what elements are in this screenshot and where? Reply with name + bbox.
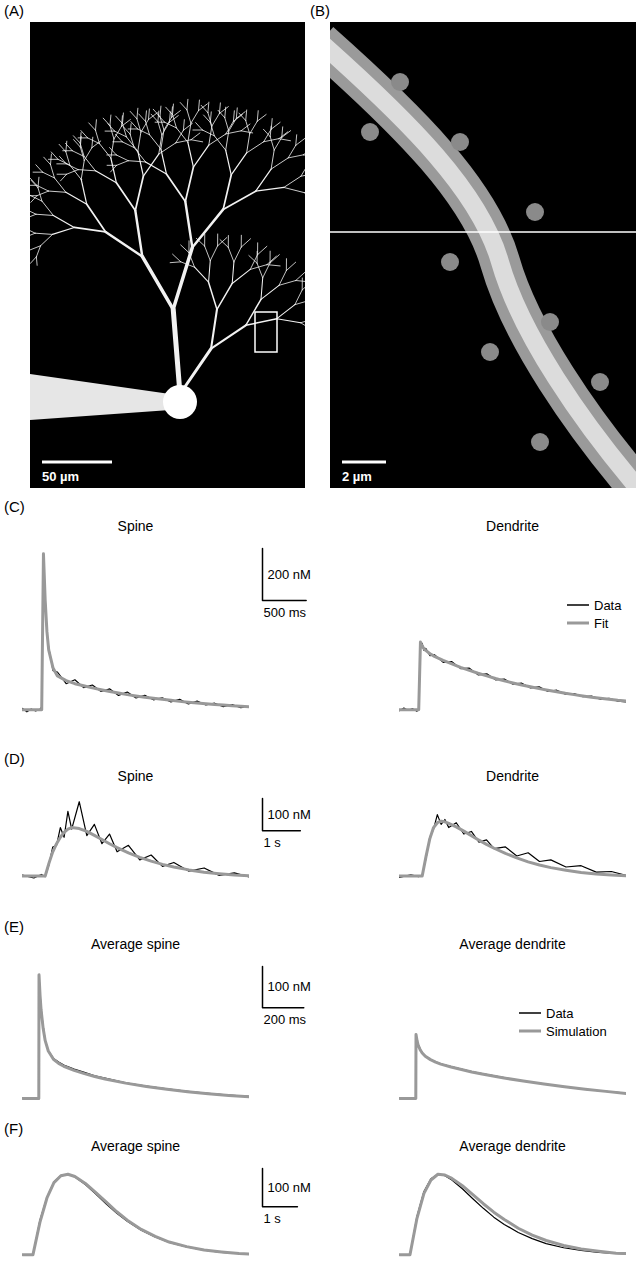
svg-text:100 nM: 100 nM [268,807,311,822]
svg-text:200 ms: 200 ms [264,1012,307,1027]
html-text:Average spine: Average spine [90,936,181,952]
svg-text:200 nM: 200 nM [268,567,311,582]
html-text:(E): (E) [4,918,24,935]
html-text:Simulation: Simulation [546,1023,607,1039]
html-text:Dendrite: Dendrite [486,768,539,784]
html-text:(A): (A) [4,2,24,19]
svg-text:1 s: 1 s [264,1211,282,1226]
svg-text:100 nM: 100 nM [268,979,311,994]
svg-text:2 µm: 2 µm [342,469,372,484]
svg-text:50 µm: 50 µm [42,469,79,484]
html-text:Dendrite: Dendrite [486,518,539,534]
html-text:Spine: Spine [117,768,154,784]
html-text:(C): (C) [4,498,25,515]
html-text:(D): (D) [4,750,25,767]
html-text:Data: Data [546,1005,574,1021]
html-text:Average spine: Average spine [90,1138,181,1154]
svg-text:1 s: 1 s [264,835,282,850]
html-text:(F): (F) [4,1120,24,1137]
html-text:Data: Data [594,597,622,613]
html-text:(B): (B) [310,2,330,19]
svg-text:100 nM: 100 nM [268,1180,311,1195]
html-text:Spine: Spine [117,518,154,534]
html-text:Average dendrite: Average dendrite [459,1138,566,1154]
svg-text:500 ms: 500 ms [264,605,307,620]
html-text:Fit: Fit [594,615,609,631]
html-text:Average dendrite: Average dendrite [459,936,566,952]
